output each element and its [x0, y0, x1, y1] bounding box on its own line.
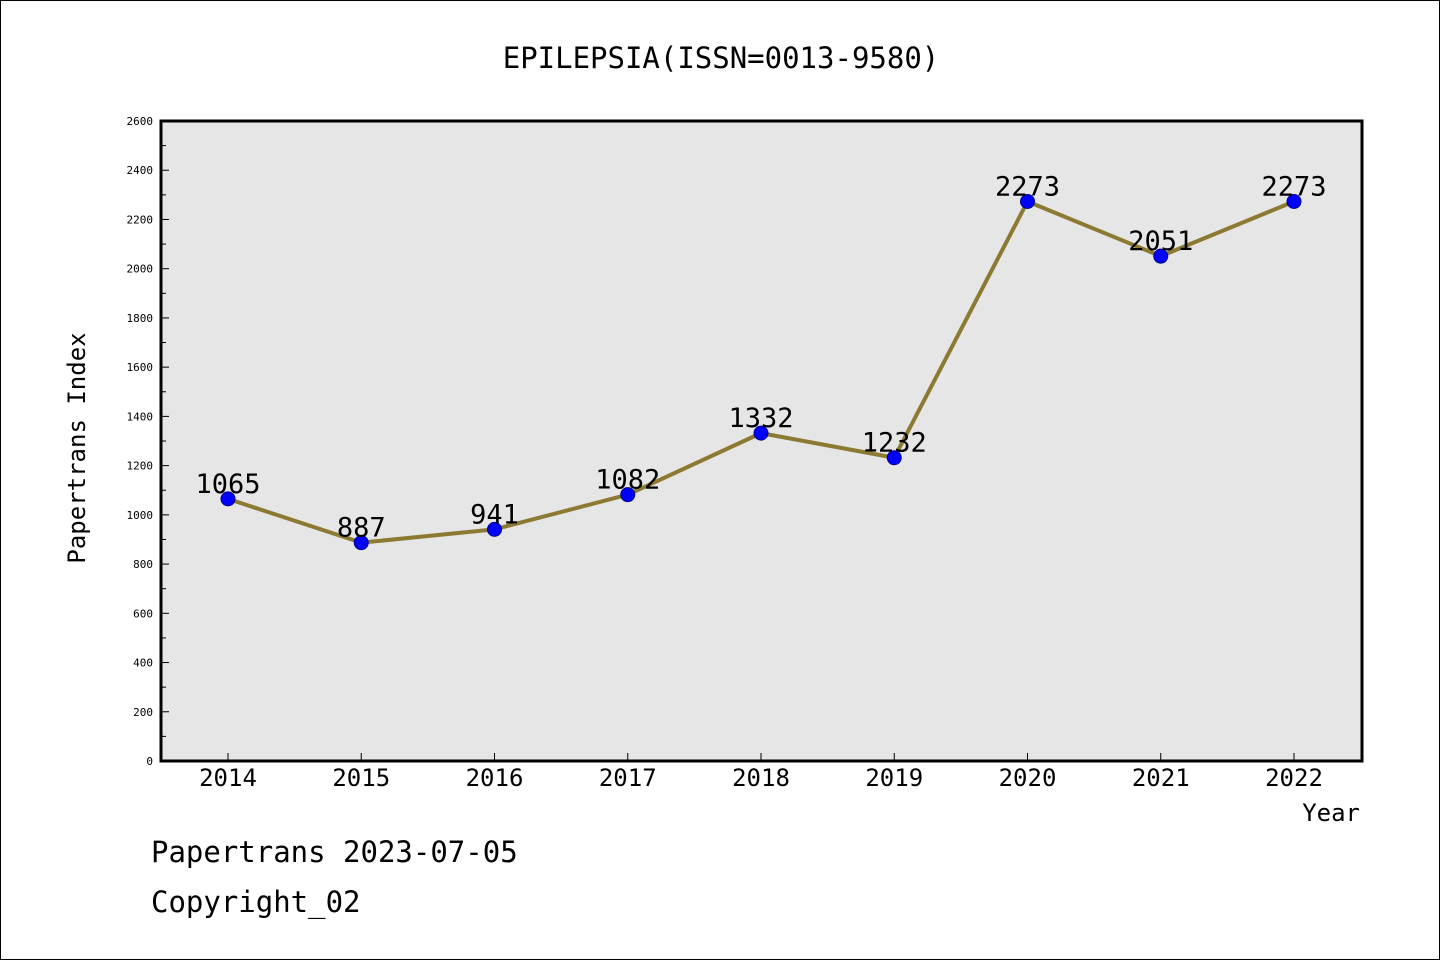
data-labels: 1065 887 941 1082 1332 1232 2273 2051 2273 — [195, 171, 1326, 543]
chart-title: EPILEPSIA(ISSN=0013-9580) — [503, 41, 940, 75]
data-point — [886, 450, 902, 466]
y-tick-label: 1400 — [127, 410, 154, 423]
y-tick-label: 2400 — [127, 164, 154, 177]
y-tick-label: 1800 — [127, 312, 154, 325]
x-tick-label: 2022 — [1265, 764, 1323, 792]
data-label: 2051 — [1128, 226, 1193, 257]
y-tick-label: 2600 — [127, 115, 154, 128]
data-point — [1153, 248, 1169, 264]
y-tick-label: 400 — [133, 657, 153, 670]
series-papertrans-index — [220, 193, 1302, 551]
data-label: 887 — [337, 513, 386, 544]
x-axis-label: Year — [1302, 799, 1360, 827]
footer-date: Papertrans 2023-07-05 — [151, 835, 518, 869]
y-tick-label: 0 — [146, 755, 153, 768]
data-label: 941 — [470, 499, 519, 530]
x-axis: 2014 2015 2016 2017 2018 2019 2020 2021 2022 — [199, 753, 1323, 792]
y-tick-label: 800 — [133, 558, 153, 571]
data-point — [1020, 193, 1035, 209]
y-tick-label: 1000 — [127, 509, 154, 522]
y-tick-label: 600 — [133, 607, 153, 620]
data-point — [753, 425, 769, 441]
y-tick-label: 2200 — [127, 213, 154, 226]
y-tick-label: 2000 — [127, 263, 154, 276]
x-tick-label: 2014 — [199, 764, 257, 792]
data-point — [220, 491, 236, 507]
data-label: 1332 — [728, 403, 793, 434]
y-tick-label: 1200 — [127, 460, 154, 473]
x-tick-label: 2016 — [466, 764, 524, 792]
data-point — [353, 535, 369, 551]
x-tick-label: 2021 — [1132, 764, 1190, 792]
plot-area — [159, 119, 1364, 763]
x-tick-label: 2018 — [732, 764, 790, 792]
y-tick-label: 200 — [133, 706, 153, 719]
x-tick-label: 2017 — [599, 764, 657, 792]
x-tick-label: 2015 — [332, 764, 390, 792]
x-tick-label: 2020 — [999, 764, 1057, 792]
data-label: 1232 — [862, 428, 927, 459]
y-axis: 0 200 400 600 800 1000 1200 1400 1600 1800 2000 220… — [127, 115, 169, 768]
x-tick-label: 2019 — [865, 764, 923, 792]
data-point — [620, 487, 636, 503]
y-axis-label: Papertrans Index — [63, 332, 91, 563]
data-label: 2273 — [1261, 171, 1326, 202]
data-label: 2273 — [995, 171, 1060, 202]
footer-copyright: Copyright_02 — [151, 885, 361, 919]
data-point — [487, 521, 502, 537]
data-label: 1082 — [595, 465, 660, 496]
data-label: 1065 — [195, 469, 260, 500]
y-tick-label: 1600 — [127, 361, 154, 374]
data-point — [1286, 193, 1302, 209]
